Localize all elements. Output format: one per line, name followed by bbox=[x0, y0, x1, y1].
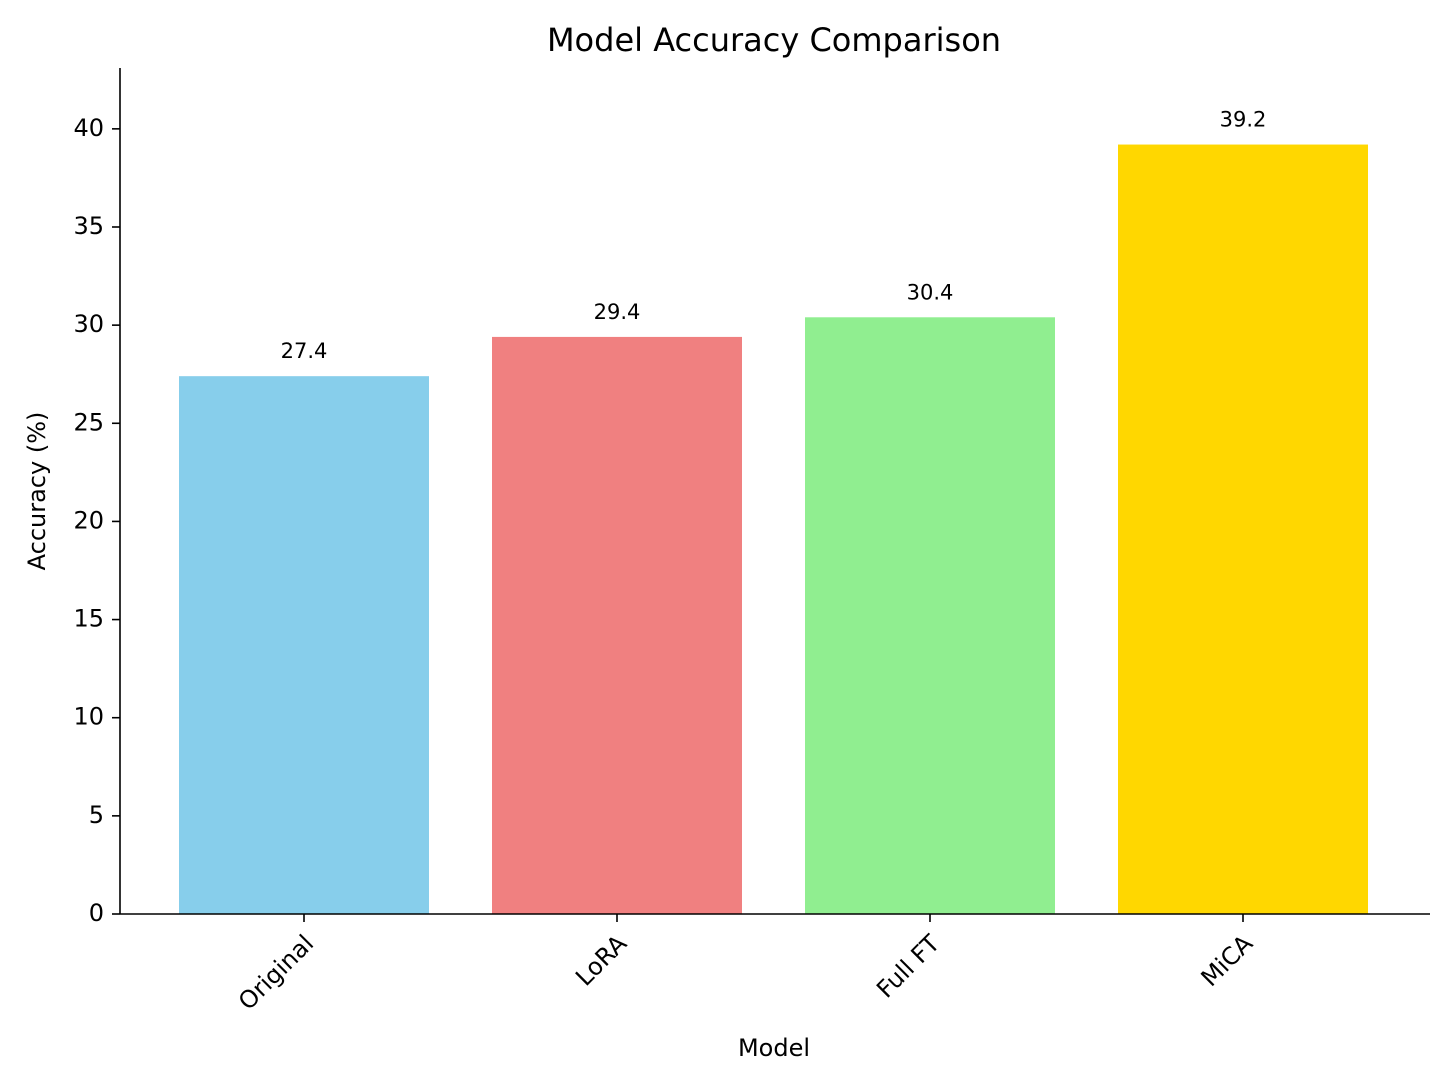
y-tick-label: 40 bbox=[73, 114, 104, 142]
bar bbox=[179, 376, 429, 914]
bar bbox=[492, 336, 742, 914]
y-tick-label: 0 bbox=[89, 899, 104, 927]
y-tick-label: 15 bbox=[73, 605, 104, 633]
y-tick-label: 25 bbox=[73, 408, 104, 436]
y-axis-label: Accuracy (%) bbox=[23, 412, 51, 571]
x-tick-label: Original bbox=[233, 929, 319, 1015]
value-label: 30.4 bbox=[907, 280, 954, 304]
bar bbox=[1118, 144, 1368, 915]
x-tick-label: LoRA bbox=[570, 929, 632, 991]
value-label: 29.4 bbox=[594, 300, 641, 324]
chart-title: Model Accuracy Comparison bbox=[547, 21, 1001, 59]
y-tick-label: 35 bbox=[73, 212, 104, 240]
value-label: 27.4 bbox=[281, 339, 328, 363]
y-tick-label: 5 bbox=[89, 801, 104, 829]
y-tick-label: 10 bbox=[73, 703, 104, 731]
y-tick-label: 30 bbox=[73, 310, 104, 338]
x-tick-label: MiCA bbox=[1196, 929, 1259, 992]
y-tick-label: 20 bbox=[73, 506, 104, 534]
x-tick-label: Full FT bbox=[871, 929, 945, 1003]
x-axis-label: Model bbox=[738, 1034, 810, 1062]
bar bbox=[805, 317, 1055, 914]
value-label: 39.2 bbox=[1220, 108, 1267, 132]
